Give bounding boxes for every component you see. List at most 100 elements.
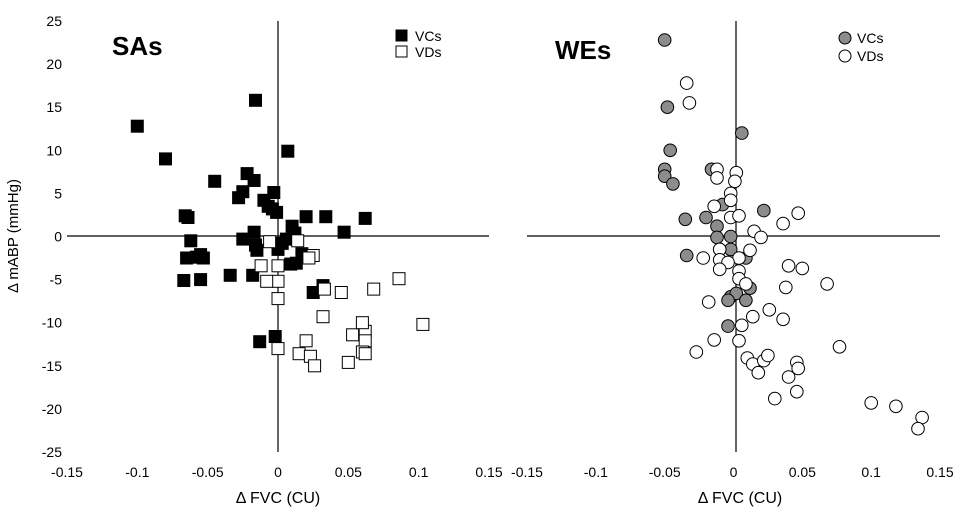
wes-title: WEs <box>555 35 611 65</box>
x-tick-label: -0.05 <box>649 464 681 480</box>
sas-legend-vcs-label: VCs <box>415 28 441 44</box>
wes-vds-point <box>707 333 722 347</box>
sas-vcs-point <box>337 225 351 239</box>
wes-legend-vcs-label: VCs <box>857 30 883 46</box>
sas-vds-point <box>416 317 430 331</box>
y-tick-label: 5 <box>54 185 62 201</box>
x-tick-label: 0.1 <box>861 464 881 480</box>
wes-vcs-point <box>723 229 738 244</box>
wes-vds-point <box>754 230 768 245</box>
wes-vds-point <box>776 216 790 231</box>
y-tick-label: -25 <box>42 444 62 460</box>
x-tick-label: -0.15 <box>51 464 83 480</box>
sas-vcs-point <box>159 152 172 166</box>
sas-vcs-point <box>232 191 246 205</box>
wes-legend-vds-marker <box>838 49 852 63</box>
wes-vds-point <box>751 365 766 380</box>
sas-vcs-point <box>270 205 284 219</box>
wes-vcs-point <box>710 230 724 245</box>
sas-vds-point <box>316 310 330 324</box>
wes-vds-point <box>728 174 742 189</box>
sas-vds-point <box>299 334 313 348</box>
sas-vds-point <box>346 328 360 342</box>
wes-vds-point <box>682 96 697 110</box>
sas-vcs-point <box>189 250 203 264</box>
y-tick-label: 25 <box>46 13 62 29</box>
sas-vds-point <box>271 259 285 273</box>
sas-x-ticks: -0.15 -0.1 -0.05 0 0.05 0.1 0.15 <box>51 464 503 480</box>
x-tick-label: 0.05 <box>335 464 362 480</box>
x-tick-label: 0.05 <box>789 464 816 480</box>
x-tick-label: -0.05 <box>192 464 224 480</box>
wes-vds-point <box>739 277 753 291</box>
sas-vcs-point <box>249 93 262 107</box>
wes-vds-point <box>701 295 716 309</box>
y-tick-label: -10 <box>42 315 62 331</box>
wes-vcs-point <box>739 293 753 308</box>
wes-vds-point <box>689 345 704 359</box>
sas-vds-point <box>291 234 305 248</box>
sas-y-axis-label: Δ mABP (mmHg) <box>5 179 22 293</box>
wes-vcs-point <box>699 210 713 225</box>
sas-vds-point <box>392 272 406 286</box>
wes-vds-point <box>762 303 777 317</box>
wes-vds-point <box>710 171 724 185</box>
sas-vds-point <box>341 355 355 369</box>
wes-vcs-point <box>721 319 735 333</box>
wes-vcs-point <box>657 33 672 47</box>
wes-vds-point <box>791 206 806 220</box>
x-tick-label: -0.1 <box>125 464 149 480</box>
sas-vcs-point <box>319 210 333 224</box>
sas-vcs-point <box>267 186 281 199</box>
sas-vds-point <box>254 259 268 273</box>
x-tick-label: 0.15 <box>926 464 953 480</box>
y-tick-label: 10 <box>46 142 62 158</box>
sas-vcs-point <box>181 211 195 224</box>
sas-vcs-point <box>281 144 295 158</box>
wes-vcs-point <box>678 212 693 227</box>
wes-vds-point <box>790 384 804 399</box>
wes-points <box>657 33 929 436</box>
wes-vcs-point <box>666 177 680 191</box>
sas-legend-vds-marker <box>395 45 408 58</box>
wes-legend-vcs-marker <box>838 31 852 45</box>
sas-vds-point <box>271 342 285 356</box>
wes-vds-point <box>781 259 796 273</box>
sas-vds-point <box>317 282 331 296</box>
sas-title: SAs <box>112 31 163 61</box>
wes-vds-point <box>791 361 806 376</box>
wes-legend: VCs VDs <box>838 30 883 64</box>
wes-vds-point <box>889 399 903 414</box>
wes-vds-point <box>679 76 694 90</box>
wes-vds-point <box>795 261 810 276</box>
x-tick-label: -0.1 <box>584 464 608 480</box>
sas-vcs-point <box>236 232 250 246</box>
y-tick-label: 15 <box>46 99 62 115</box>
wes-vds-point <box>761 348 775 363</box>
x-tick-label: 0.1 <box>409 464 429 480</box>
wes-vds-point <box>712 262 727 277</box>
wes-vds-point <box>779 280 793 295</box>
wes-vds-point <box>732 209 746 223</box>
y-tick-label: -5 <box>50 272 63 288</box>
wes-vds-point <box>723 193 738 208</box>
wes-vds-point <box>768 391 782 406</box>
wes-panel: WEs Δ FVC (CU) -0.15 -0.1 -0.05 0 0.05 0.1 0.1… <box>511 21 954 507</box>
wes-vds-point <box>735 318 749 333</box>
y-tick-label: -15 <box>42 358 62 374</box>
wes-vds-point <box>911 421 925 436</box>
sas-vcs-point <box>250 243 264 257</box>
sas-vds-point <box>292 347 306 361</box>
sas-vcs-point <box>208 174 222 188</box>
sas-vds-point <box>271 274 285 288</box>
sas-vcs-point <box>253 335 267 349</box>
sas-vcs-point <box>223 268 237 282</box>
wes-vds-point <box>781 370 796 384</box>
sas-y-ticks: 25 20 15 10 5 0 -5 -10 -15 -20 -25 <box>42 13 62 460</box>
wes-vds-point <box>776 312 790 327</box>
sas-x-axis-label: Δ FVC (CU) <box>236 490 320 507</box>
wes-vcs-point <box>757 203 771 218</box>
sas-legend-vds-label: VDs <box>415 44 441 60</box>
sas-vcs-point <box>177 274 191 287</box>
wes-vds-point <box>743 243 757 258</box>
